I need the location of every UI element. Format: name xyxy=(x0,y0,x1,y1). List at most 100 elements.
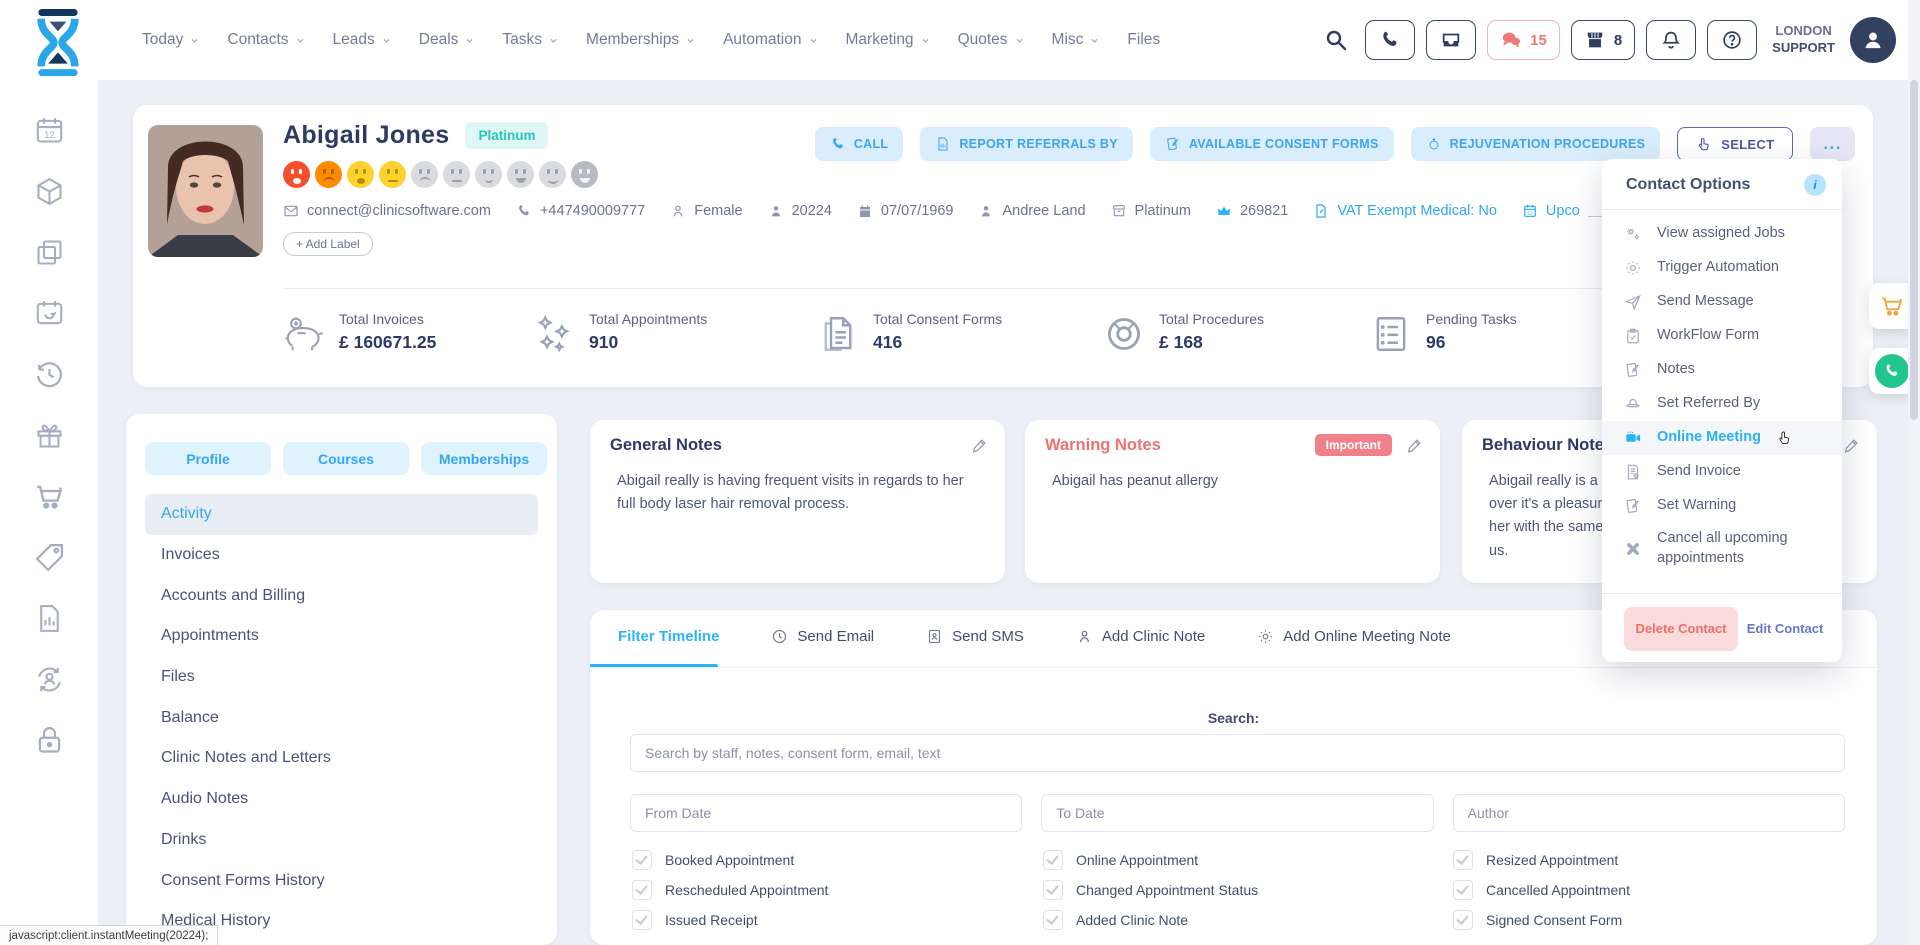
report-icon[interactable] xyxy=(33,602,66,635)
filter-checkbox-resized-appointment[interactable]: Resized Appointment xyxy=(1453,850,1845,870)
info-vat-exempt-medical-no[interactable]: VAT Exempt Medical: No xyxy=(1313,203,1497,219)
filter-checkbox-added-clinic-note[interactable]: Added Clinic Note xyxy=(1043,910,1453,930)
mood-face-9[interactable] xyxy=(539,161,566,188)
menu-item-notes[interactable]: Notes xyxy=(1602,353,1842,387)
notifications-button[interactable] xyxy=(1646,20,1697,60)
calendar12-icon[interactable]: 12 xyxy=(33,114,66,147)
menu-item-set-referred-by[interactable]: Set Referred By xyxy=(1602,387,1842,421)
tag-icon[interactable] xyxy=(33,541,66,574)
tab-profile[interactable]: Profile xyxy=(145,442,271,475)
to-date-input[interactable] xyxy=(1041,794,1434,832)
menu-item-send-message[interactable]: Send Message xyxy=(1602,285,1842,319)
inbox-button[interactable] xyxy=(1426,20,1477,60)
pencil-icon[interactable] xyxy=(971,436,989,454)
add-label-button[interactable]: + Add Label xyxy=(283,232,373,256)
sidebar-item-clinic-notes-and-letters[interactable]: Clinic Notes and Letters xyxy=(161,749,331,767)
rejuvenation-procedures-button[interactable]: REJUVENATION PROCEDURES xyxy=(1410,127,1661,161)
more-options-button[interactable]: ... xyxy=(1810,127,1855,161)
sidebar-item-consent-forms-history[interactable]: Consent Forms History xyxy=(161,871,325,889)
filter-checkbox-online-appointment[interactable]: Online Appointment xyxy=(1043,850,1453,870)
checkbox[interactable] xyxy=(1043,880,1063,900)
shop-button[interactable]: 8 xyxy=(1570,20,1636,60)
call-button[interactable]: CALL xyxy=(814,127,904,161)
checkbox[interactable] xyxy=(1453,850,1473,870)
checkbox[interactable] xyxy=(1453,880,1473,900)
filter-checkbox-rescheduled-appointment[interactable]: Rescheduled Appointment xyxy=(632,880,1043,900)
nav-deals[interactable]: Deals xyxy=(419,31,476,49)
filter-checkbox-cancelled-appointment[interactable]: Cancelled Appointment xyxy=(1453,880,1845,900)
nav-quotes[interactable]: Quotes xyxy=(958,31,1025,49)
checkbox[interactable] xyxy=(632,910,652,930)
help-button[interactable] xyxy=(1707,20,1758,60)
cart-float-button[interactable] xyxy=(1869,283,1915,329)
filter-checkbox-issued-receipt[interactable]: Issued Receipt xyxy=(632,910,1043,930)
tab-courses[interactable]: Courses xyxy=(283,442,409,475)
mood-face-4[interactable] xyxy=(379,161,406,188)
sidebar-item-balance[interactable]: Balance xyxy=(161,708,219,726)
pencil-icon[interactable] xyxy=(1843,436,1861,454)
filter-checkbox-booked-appointment[interactable]: Booked Appointment xyxy=(632,850,1043,870)
menu-item-send-invoice[interactable]: Send Invoice xyxy=(1602,455,1842,489)
nav-tasks[interactable]: Tasks xyxy=(502,31,559,49)
checkbox[interactable] xyxy=(632,850,652,870)
checkbox[interactable] xyxy=(1043,850,1063,870)
sidebar-item-drinks[interactable]: Drinks xyxy=(161,830,207,848)
select-button[interactable]: SELECT xyxy=(1677,127,1794,161)
nav-leads[interactable]: Leads xyxy=(333,31,392,49)
nav-files[interactable]: Files xyxy=(1127,31,1161,48)
tab-send-sms[interactable]: Send SMS xyxy=(926,628,1024,645)
mood-face-10[interactable] xyxy=(571,161,598,188)
sidebar-item-activity[interactable]: Activity xyxy=(145,494,538,535)
nav-misc[interactable]: Misc xyxy=(1052,31,1101,49)
gift-icon[interactable] xyxy=(33,419,66,452)
checkbox[interactable] xyxy=(1453,910,1473,930)
nav-today[interactable]: Today xyxy=(142,31,200,49)
tab-memberships[interactable]: Memberships xyxy=(421,442,547,475)
contact-photo[interactable] xyxy=(148,125,263,257)
mood-face-6[interactable] xyxy=(443,161,470,188)
report-referrals-by-button[interactable]: REPORT REFERRALS BY xyxy=(920,127,1133,161)
mood-face-7[interactable] xyxy=(475,161,502,188)
mood-face-2[interactable] xyxy=(315,161,342,188)
user-avatar[interactable] xyxy=(1850,17,1896,63)
messages-button[interactable]: 15 xyxy=(1487,20,1560,60)
filter-checkbox-signed-consent-form[interactable]: Signed Consent Form xyxy=(1453,910,1845,930)
available-consent-forms-button[interactable]: AVAILABLE CONSENT FORMS xyxy=(1149,127,1394,161)
menu-item-cancel-all-upcoming-appointments[interactable]: Cancel all upcoming appointments xyxy=(1602,523,1842,575)
info-icon[interactable]: i xyxy=(1804,174,1826,196)
sidebar-item-accounts-and-billing[interactable]: Accounts and Billing xyxy=(161,586,306,604)
nav-contacts[interactable]: Contacts xyxy=(227,31,305,49)
tab-add-online-meeting-note[interactable]: Add Online Meeting Note xyxy=(1257,628,1451,645)
sidebar-item-appointments[interactable]: Appointments xyxy=(161,627,259,645)
app-logo-icon[interactable] xyxy=(30,9,86,77)
nav-marketing[interactable]: Marketing xyxy=(846,31,931,49)
nav-automation[interactable]: Automation xyxy=(723,31,818,49)
call-float-button[interactable] xyxy=(1869,348,1915,394)
menu-item-trigger-automation[interactable]: Trigger Automation xyxy=(1602,251,1842,285)
timeline-search-input[interactable] xyxy=(630,734,1845,772)
calendar-return-icon[interactable] xyxy=(33,297,66,330)
tab-send-email[interactable]: Send Email xyxy=(771,628,874,645)
menu-item-view-assigned-jobs[interactable]: View assigned Jobs xyxy=(1602,217,1842,251)
search-icon[interactable] xyxy=(1324,28,1348,52)
sidebar-item-medical-history[interactable]: Medical History xyxy=(161,912,271,930)
cart-icon[interactable] xyxy=(33,480,66,513)
checkbox[interactable] xyxy=(632,880,652,900)
sidebar-item-invoices[interactable]: Invoices xyxy=(161,546,220,564)
tab-filter-timeline[interactable]: Filter Timeline xyxy=(618,628,720,645)
sidebar-item-files[interactable]: Files xyxy=(161,668,195,686)
person-sync-icon[interactable] xyxy=(33,663,66,696)
menu-item-online-meeting[interactable]: Online Meeting xyxy=(1602,421,1842,455)
lock-icon[interactable] xyxy=(33,724,66,757)
sidebar-item-audio-notes[interactable]: Audio Notes xyxy=(161,790,249,808)
delete-contact-button[interactable]: Delete Contact xyxy=(1624,607,1738,651)
filter-checkbox-changed-appointment-status[interactable]: Changed Appointment Status xyxy=(1043,880,1453,900)
menu-item-workflow-form[interactable]: WorkFlow Form xyxy=(1602,319,1842,353)
copy-icon[interactable] xyxy=(33,236,66,269)
mood-face-8[interactable] xyxy=(507,161,534,188)
dialer-button[interactable] xyxy=(1365,20,1416,60)
page-scrollbar[interactable] xyxy=(1908,0,1920,945)
author-input[interactable] xyxy=(1452,794,1845,832)
mood-face-3[interactable] xyxy=(347,161,374,188)
cube-icon[interactable] xyxy=(33,175,66,208)
